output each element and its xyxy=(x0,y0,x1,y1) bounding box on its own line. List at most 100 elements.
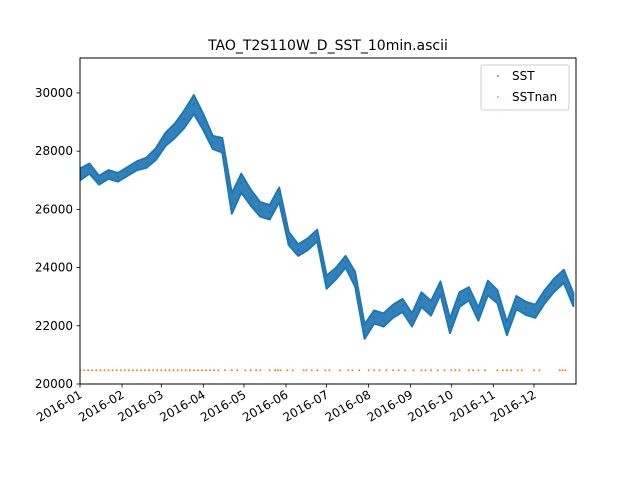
sstnan-point xyxy=(172,369,175,372)
sst-point xyxy=(363,330,366,333)
sstnan-point xyxy=(131,369,134,372)
sstnan-point xyxy=(420,369,423,372)
sstnan-point xyxy=(83,369,86,372)
sst-point xyxy=(221,144,224,147)
sstnan-point xyxy=(484,369,487,372)
sst-point xyxy=(372,315,376,319)
sstnan-point xyxy=(152,369,155,372)
sst-point xyxy=(287,237,290,240)
sst-point xyxy=(334,272,338,275)
sstnan-point xyxy=(156,369,159,372)
sst-point xyxy=(467,292,471,295)
sstnan-point xyxy=(103,369,106,372)
sst-point xyxy=(410,318,414,322)
sstnan-point xyxy=(205,369,207,372)
sstnan-point xyxy=(347,369,350,372)
sstnan-point xyxy=(255,369,258,372)
sstnan-point xyxy=(305,369,308,372)
sst-point xyxy=(306,243,309,246)
sst-point xyxy=(439,286,442,290)
sstnan-point xyxy=(209,369,212,372)
y-tick-label: 24000 xyxy=(35,261,73,275)
sst-point xyxy=(486,286,490,290)
sstnan-point xyxy=(91,369,94,372)
sstnan-point xyxy=(450,369,453,372)
sstnan-point xyxy=(160,369,163,372)
legend-marker-sst xyxy=(497,75,499,77)
sstnan-point xyxy=(424,369,427,372)
sstnan-point xyxy=(268,369,271,372)
sst-point xyxy=(97,179,101,182)
sstnan-point xyxy=(477,369,480,372)
sstnan-point xyxy=(111,369,114,372)
sst-point xyxy=(249,196,252,199)
sstnan-point xyxy=(392,369,394,372)
sstnan-point xyxy=(385,369,388,372)
sstnan-point xyxy=(373,369,376,372)
sstnan-point xyxy=(184,369,187,372)
sstnan-point xyxy=(443,369,446,372)
sstnan-point xyxy=(510,369,512,372)
y-axis-ticks: 20000 22000 24000 26000 28000 30000 xyxy=(35,86,80,391)
sstnan-point xyxy=(324,369,327,372)
sstnan-point xyxy=(135,369,138,372)
sst-series-band xyxy=(80,94,575,340)
sst-point xyxy=(420,298,423,301)
sstnan-point xyxy=(127,369,130,372)
sstnan-point xyxy=(291,369,294,372)
sstnan-point xyxy=(316,369,319,372)
sstnan-point xyxy=(164,369,167,372)
sstnan-point xyxy=(87,369,90,372)
legend-marker-sstnan xyxy=(497,96,499,98)
sstnan-point xyxy=(412,369,415,372)
sstnan-point xyxy=(107,369,110,372)
sstnan-point xyxy=(458,369,461,372)
sst-point xyxy=(477,312,480,316)
sstnan-point xyxy=(99,369,102,372)
sst-point xyxy=(543,295,546,298)
legend: SST SSTnan xyxy=(480,64,570,111)
sstnan-point xyxy=(378,369,381,372)
sst-point xyxy=(240,182,243,185)
sst-point xyxy=(458,298,461,301)
sstnan-point xyxy=(467,369,470,372)
sstnan-point xyxy=(339,369,342,372)
y-tick-label: 26000 xyxy=(35,202,73,216)
sst-point xyxy=(429,307,433,310)
sst-point xyxy=(278,193,281,196)
sstnan-point xyxy=(564,369,567,372)
sstnan-point xyxy=(259,369,262,372)
sst-point xyxy=(297,248,300,252)
plot-frame xyxy=(79,57,577,385)
sstnan-point xyxy=(115,369,118,372)
sstnan-point xyxy=(472,369,474,372)
sst-point xyxy=(496,295,499,298)
sst-point xyxy=(391,310,395,313)
sst-point xyxy=(316,234,319,237)
sstnan-point xyxy=(244,369,247,372)
sst-point xyxy=(562,275,565,278)
sstnan-point xyxy=(95,369,98,372)
sstnan-point xyxy=(520,369,523,372)
sst-point xyxy=(448,324,452,327)
sstnan-point xyxy=(328,369,331,372)
sst-point xyxy=(202,120,205,124)
sstnan-point xyxy=(397,369,400,372)
sstnan-point xyxy=(367,369,370,372)
sstnan-points-layer xyxy=(80,369,567,372)
sstnan-point xyxy=(119,369,122,372)
sst-point xyxy=(325,280,328,284)
sstnan-point xyxy=(538,369,541,372)
sstnan-point xyxy=(276,369,279,372)
sst-point xyxy=(211,141,214,144)
sst-point xyxy=(145,161,148,164)
sstnan-point xyxy=(188,369,191,372)
y-tick-label: 28000 xyxy=(35,144,73,158)
sst-point xyxy=(534,310,537,313)
sstnan-point xyxy=(123,369,126,372)
sstnan-point xyxy=(302,369,305,372)
sstnan-point xyxy=(168,369,171,372)
sstnan-point xyxy=(148,369,151,372)
